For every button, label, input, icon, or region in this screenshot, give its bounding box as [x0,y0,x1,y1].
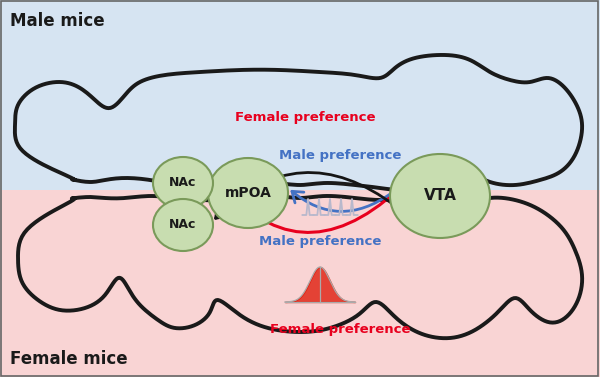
Text: Female preference: Female preference [235,112,375,124]
Bar [0,0,600,190]
Text: mPOA: mPOA [224,186,271,200]
Text: Female preference: Female preference [270,323,410,337]
Ellipse shape [153,199,213,251]
Text: NAc: NAc [169,176,197,190]
FancyArrowPatch shape [215,173,396,218]
Ellipse shape [390,154,490,238]
FancyArrowPatch shape [292,191,391,211]
Text: VTA: VTA [424,188,457,204]
Text: Male mice: Male mice [10,12,104,30]
Text: Female mice: Female mice [10,350,128,368]
Text: NAc: NAc [169,219,197,231]
Text: Male preference: Male preference [259,236,381,248]
Ellipse shape [153,157,213,209]
Ellipse shape [208,158,288,228]
Text: Male preference: Male preference [279,149,401,161]
FancyArrowPatch shape [215,176,398,233]
Bar [0,190,600,377]
